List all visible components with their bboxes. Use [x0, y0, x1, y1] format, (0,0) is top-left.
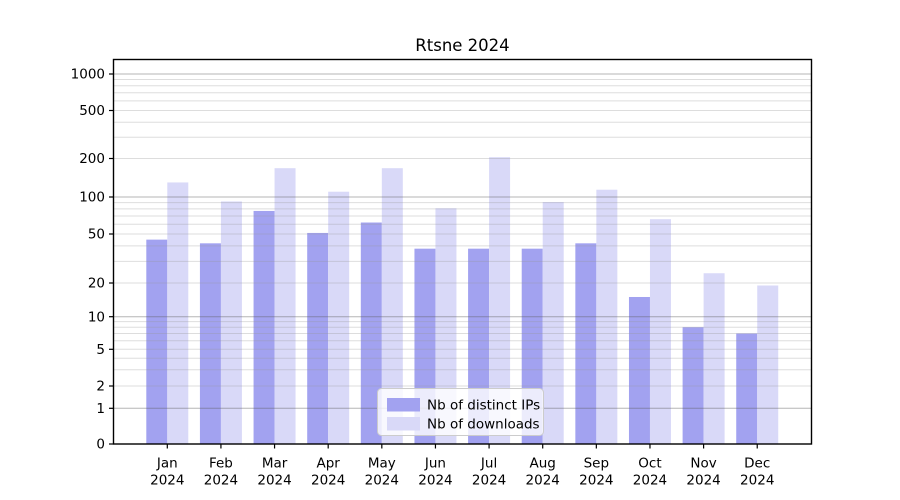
- x-tick-month-label: May: [368, 456, 396, 472]
- x-tick-month-label: Mar: [262, 456, 288, 472]
- bar-distinct-ips-oct: [629, 297, 650, 444]
- legend-label: Nb of downloads: [427, 417, 540, 433]
- x-tick-month-label: Jul: [480, 456, 497, 472]
- y-tick-label: 10: [88, 309, 105, 325]
- legend-label: Nb of distinct IPs: [427, 398, 540, 414]
- bar-downloads-feb: [221, 201, 242, 444]
- y-tick-label: 0: [96, 437, 105, 453]
- x-tick-year-label: 2024: [257, 473, 291, 489]
- chart-title: Rtsne 2024: [415, 36, 509, 55]
- x-tick-year-label: 2024: [526, 473, 560, 489]
- bar-distinct-ips-feb: [200, 243, 221, 444]
- x-tick-year-label: 2024: [204, 473, 238, 489]
- x-tick-month-label: Apr: [317, 456, 341, 472]
- y-tick-label: 1: [96, 401, 105, 417]
- y-tick-label: 50: [88, 227, 105, 243]
- x-tick-year-label: 2024: [740, 473, 774, 489]
- legend-swatch-distinct-ips: [387, 398, 420, 412]
- legend: Nb of distinct IPs Nb of downloads: [378, 389, 544, 436]
- x-tick-year-label: 2024: [311, 473, 345, 489]
- bar-distinct-ips-dec: [736, 333, 757, 444]
- x-tick-year-label: 2024: [418, 473, 452, 489]
- bar-distinct-ips-apr: [307, 233, 328, 444]
- x-tick-year-label: 2024: [579, 473, 613, 489]
- y-tick-label: 2: [96, 379, 105, 395]
- x-tick-month-label: Sep: [584, 456, 609, 472]
- x-tick-month-label: Aug: [530, 456, 556, 472]
- bar-downloads-apr: [328, 192, 349, 444]
- bar-downloads-mar: [275, 168, 296, 444]
- bar-distinct-ips-jan: [146, 240, 167, 444]
- y-tick-label: 200: [79, 151, 105, 167]
- x-tick-month-label: Jan: [156, 456, 178, 472]
- bar-chart: 10005002001005020105210Jan2024Feb2024Mar…: [0, 0, 900, 500]
- grid-layer: [114, 74, 812, 408]
- x-tick-month-label: Feb: [209, 456, 233, 472]
- x-tick-month-label: Oct: [638, 456, 661, 472]
- legend-swatch-downloads: [387, 417, 420, 431]
- figure: 10005002001005020105210Jan2024Feb2024Mar…: [0, 0, 900, 500]
- x-tick-year-label: 2024: [365, 473, 399, 489]
- bar-downloads-aug: [543, 202, 564, 444]
- y-tick-label: 1000: [71, 67, 105, 83]
- y-tick-label: 500: [79, 103, 105, 119]
- y-tick-label: 100: [79, 190, 105, 206]
- x-tick-month-label: Nov: [690, 456, 716, 472]
- x-tick-month-label: Dec: [744, 456, 770, 472]
- y-tick-label: 5: [96, 342, 105, 358]
- bar-downloads-oct: [650, 219, 671, 444]
- x-tick-month-label: Jun: [424, 456, 446, 472]
- x-tick-year-label: 2024: [472, 473, 506, 489]
- x-tick-year-label: 2024: [633, 473, 667, 489]
- x-tick-year-label: 2024: [686, 473, 720, 489]
- bar-downloads-jan: [167, 182, 188, 444]
- bar-distinct-ips-sep: [575, 243, 596, 444]
- y-tick-label: 20: [88, 276, 105, 292]
- x-tick-year-label: 2024: [150, 473, 184, 489]
- bar-downloads-dec: [757, 285, 778, 444]
